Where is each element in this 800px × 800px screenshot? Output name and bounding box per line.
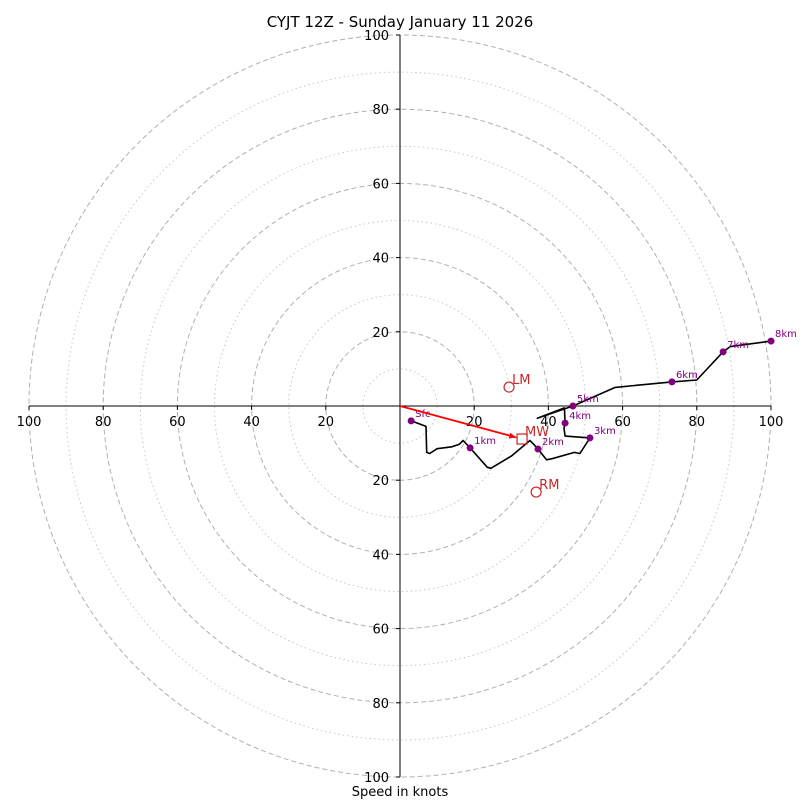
x-tick-label: 20: [318, 415, 335, 430]
height-marker-label: Sfc: [415, 409, 430, 420]
height-marker-label: 4km: [569, 411, 591, 422]
x-tick-label: 40: [540, 415, 557, 430]
height-marker-dot: [534, 445, 542, 453]
mean-wind-label: MW: [525, 425, 549, 440]
height-marker-dot: [569, 402, 577, 410]
y-tick-label: 60: [372, 623, 389, 638]
height-marker-label: 5km: [577, 394, 599, 405]
right-mover-label: RM: [539, 478, 559, 493]
storm-motion: MW LM RM: [399, 373, 559, 498]
y-tick-label: 80: [372, 697, 389, 712]
hodograph-line: [410, 340, 772, 470]
x-tick-label: 80: [95, 415, 112, 430]
height-marker-dot: [586, 434, 594, 442]
x-tick-label: 80: [689, 415, 706, 430]
height-marker-dot: [719, 348, 727, 356]
hodograph-series: [410, 340, 772, 470]
y-tick-label: 40: [372, 548, 389, 563]
x-tick-label: 20: [466, 415, 483, 430]
left-mover-label: LM: [512, 373, 530, 388]
mean-wind-arrowhead: [508, 432, 517, 439]
mean-wind-arrow-line: [399, 405, 517, 439]
height-marker-dot: [767, 337, 775, 345]
height-marker-dot: [407, 417, 415, 425]
x-tick-label: 60: [169, 415, 186, 430]
mean-wind-marker: [516, 433, 528, 445]
y-tick-label: 80: [372, 103, 389, 118]
chart-title: CYJT 12Z - Sunday January 11 2026: [267, 13, 534, 31]
x-tick-label: 40: [243, 415, 260, 430]
height-marker-dot: [466, 444, 474, 452]
x-tick-label: 100: [759, 415, 784, 430]
height-marker-label: 8km: [775, 329, 797, 340]
height-marker-label: 6km: [676, 370, 698, 381]
y-tick-label: 60: [372, 177, 389, 192]
y-tick-label: 40: [372, 252, 389, 267]
x-tick-label: 60: [614, 415, 631, 430]
height-marker-label: 7km: [727, 340, 749, 351]
y-tick-label: 20: [372, 326, 389, 341]
height-marker-label: 2km: [542, 437, 564, 448]
right-mover-marker: [530, 486, 542, 498]
height-marker-label: 1km: [474, 436, 496, 447]
y-tick-label: 100: [364, 771, 389, 786]
height-marker-label: 3km: [594, 426, 616, 437]
left-mover-marker: [503, 381, 515, 393]
y-tick-label: 20: [372, 474, 389, 489]
x-tick-label: 100: [17, 415, 42, 430]
height-marker-dot: [668, 378, 676, 386]
y-tick-label: 100: [364, 29, 389, 44]
height-marker-dot: [561, 419, 569, 427]
tick-labels: 100 80 60 40 20 20 40 60 80 100 100 80 60 40 20 20 40 60 8…: [17, 29, 784, 786]
x-axis-label: Speed in knots: [352, 785, 449, 800]
